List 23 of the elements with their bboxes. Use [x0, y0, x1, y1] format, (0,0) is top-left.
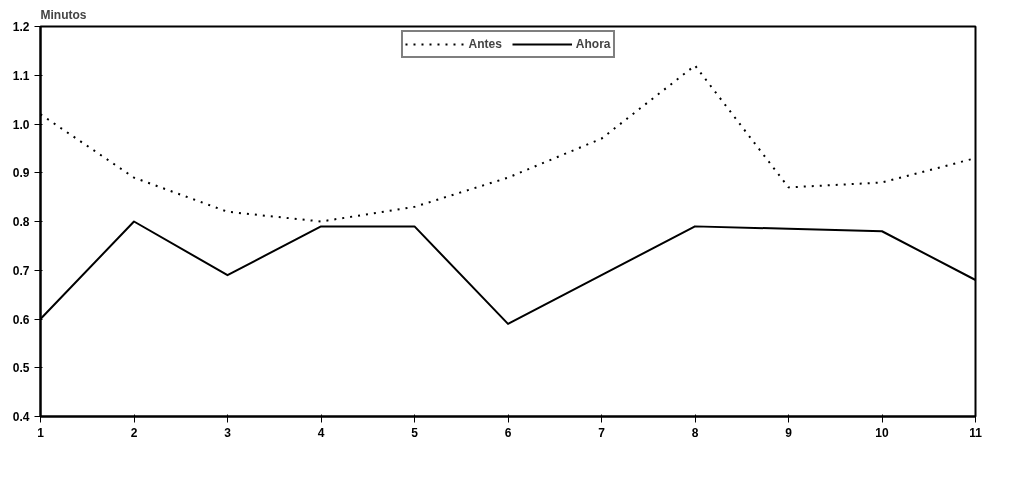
x-tick-label: 8 — [691, 425, 699, 440]
x-tick-label: 6 — [504, 425, 512, 440]
legend-label: Ahora — [575, 37, 611, 51]
x-tick-label: 4 — [317, 425, 325, 440]
x-tick-label: 2 — [130, 425, 138, 440]
x-tick-label: 7 — [598, 425, 606, 440]
x-tick-label: 9 — [785, 425, 793, 440]
y-axis-title: Minutos — [40, 7, 87, 22]
y-tick-label: 0.9 — [12, 166, 30, 181]
y-tick-label: 0.5 — [12, 361, 30, 376]
x-tick-label: 5 — [411, 425, 419, 440]
legend-label: Antes — [468, 37, 502, 51]
y-tick-label: 1.2 — [12, 20, 30, 34]
x-tick-label: 1 — [37, 425, 45, 440]
y-tick-label: 0.4 — [12, 410, 30, 424]
y-tick-label: 1.0 — [12, 117, 30, 132]
x-tick-label: 10 — [875, 425, 889, 440]
x-tick-label: 11 — [969, 425, 983, 440]
x-tick-label: 3 — [224, 425, 232, 440]
y-tick-label: 0.8 — [12, 215, 30, 229]
y-tick-label: 1.1 — [12, 68, 30, 83]
y-tick-label: 0.7 — [12, 263, 30, 278]
y-tick-label: 0.6 — [12, 312, 30, 327]
